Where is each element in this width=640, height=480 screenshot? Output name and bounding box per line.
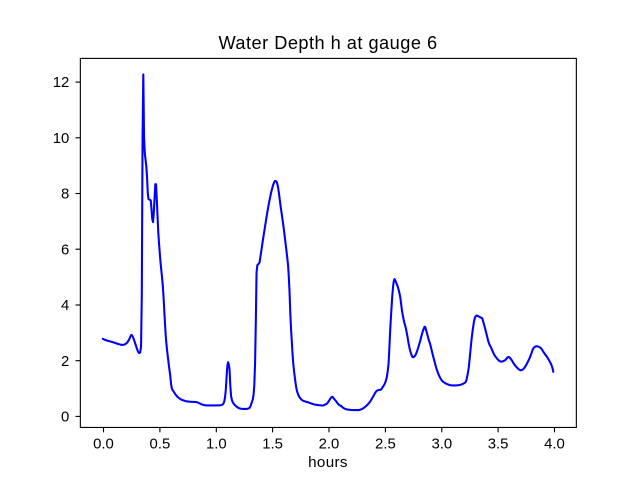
svg-text:8: 8 [61,187,69,203]
svg-text:3.0: 3.0 [431,437,452,453]
svg-text:2.5: 2.5 [375,437,396,453]
svg-text:4.0: 4.0 [544,437,565,453]
svg-text:0: 0 [61,410,69,426]
svg-text:1.0: 1.0 [206,437,227,453]
svg-text:0.0: 0.0 [93,437,114,453]
svg-text:3.5: 3.5 [488,437,509,453]
svg-text:12: 12 [53,75,70,91]
svg-text:0.5: 0.5 [150,437,171,453]
svg-text:hours: hours [308,454,348,471]
svg-text:2: 2 [61,354,69,370]
svg-text:4: 4 [61,298,69,314]
svg-text:Water Depth h at gauge 6: Water Depth h at gauge 6 [218,33,437,53]
svg-text:10: 10 [53,131,70,147]
svg-text:6: 6 [61,242,69,258]
svg-text:2.0: 2.0 [319,437,340,453]
svg-text:1.5: 1.5 [262,437,283,453]
